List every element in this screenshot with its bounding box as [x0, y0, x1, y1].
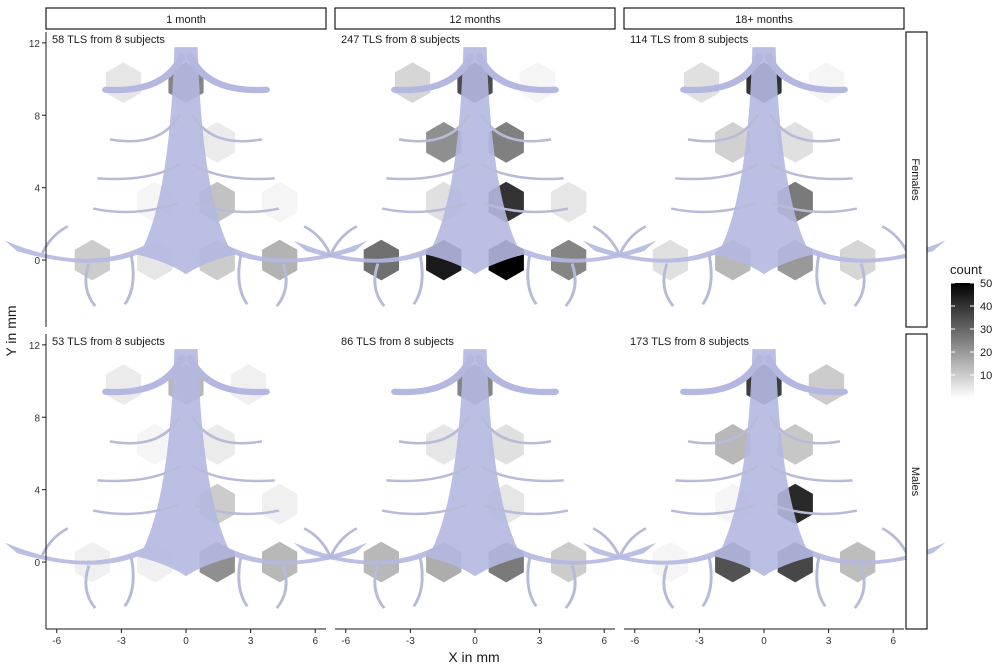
vessel-overlay — [293, 349, 656, 608]
hex-bin — [808, 62, 845, 103]
row-strip-label: Males — [909, 467, 921, 497]
x-tick-label: 6 — [312, 636, 318, 647]
x-tick-label: 6 — [890, 636, 896, 647]
panel-annotation: 173 TLS from 8 subjects — [630, 336, 750, 348]
panel-annotation: 58 TLS from 8 subjects — [52, 34, 165, 46]
x-axis-title: X in mm — [448, 649, 499, 665]
col-strip-label: 1 month — [166, 14, 206, 26]
panel-annotation: 86 TLS from 8 subjects — [341, 336, 454, 348]
x-tick-label: 0 — [183, 636, 189, 647]
legend-tick-label: 20 — [980, 347, 992, 359]
y-tick-label: 0 — [34, 256, 40, 267]
col-strip-label: 18+ months — [735, 14, 793, 26]
vessel-overlay — [4, 47, 367, 306]
col-strip: 12 months — [334, 7, 616, 30]
y-tick-label: 4 — [34, 184, 40, 195]
x-tick-label: 6 — [601, 636, 607, 647]
y-tick-label: 12 — [29, 39, 41, 50]
x-tick-label: -6 — [630, 636, 639, 647]
vessel-overlay — [582, 47, 945, 306]
col-strip: 18+ months — [623, 7, 905, 30]
legend-tick-label: 10 — [980, 370, 992, 382]
x-tick-label: -3 — [406, 636, 415, 647]
row-strip-label: Females — [909, 158, 921, 201]
y-axis-title: Y in mm — [3, 305, 19, 356]
vessel-overlay — [4, 349, 367, 608]
hex-bin — [105, 364, 142, 405]
legend: count 10 20 30 40 50 — [950, 262, 992, 398]
legend-tick-label: 50 — [980, 278, 992, 290]
row-strip: Males — [905, 333, 928, 630]
y-tick-label: 0 — [34, 558, 40, 569]
hex-bin — [551, 181, 587, 223]
hex-bin — [808, 364, 845, 405]
hex-bin — [105, 62, 142, 103]
hex-bin — [262, 181, 298, 223]
y-tick-label: 12 — [29, 341, 41, 352]
x-tick-label: -3 — [695, 636, 704, 647]
col-strip-label: 12 months — [449, 14, 501, 26]
panel-females-1-month: 58 TLS from 8 subjects — [4, 34, 367, 306]
col-strip: 1 month — [45, 7, 327, 30]
row-strip: Females — [905, 31, 928, 328]
x-tick-label: 3 — [826, 636, 832, 647]
panel-annotation: 53 TLS from 8 subjects — [52, 336, 165, 348]
vessel-overlay — [582, 349, 945, 608]
x-tick-label: -6 — [52, 636, 61, 647]
panel-annotation: 114 TLS from 8 subjects — [630, 34, 749, 46]
legend-colorbar — [951, 283, 974, 398]
panel-males-1-month: 53 TLS from 8 subjects — [4, 336, 367, 608]
hex-bin — [519, 62, 556, 103]
panel-males-12-months: 86 TLS from 8 subjects — [293, 336, 656, 608]
vessel-overlay — [293, 47, 656, 306]
legend-title: count — [950, 262, 982, 277]
x-tick-label: 0 — [472, 636, 478, 647]
y-tick-label: 4 — [34, 486, 40, 497]
panel-males-18-months: 173 TLS from 8 subjects — [582, 336, 945, 608]
x-tick-label: -3 — [117, 636, 126, 647]
x-tick-label: 0 — [761, 636, 767, 647]
y-tick-label: 8 — [34, 111, 40, 122]
hex-bin — [394, 62, 431, 103]
legend-tick-label: 40 — [980, 301, 992, 313]
hex-bin — [683, 62, 720, 103]
panel-females-18-months: 114 TLS from 8 subjects — [582, 34, 945, 306]
panel-females-12-months: 247 TLS from 8 subjects — [293, 34, 656, 306]
x-tick-label: 3 — [537, 636, 543, 647]
panel-annotation: 247 TLS from 8 subjects — [341, 34, 461, 46]
y-tick-label: 8 — [34, 413, 40, 424]
x-tick-label: -6 — [341, 636, 350, 647]
hex-bin — [230, 364, 267, 405]
x-tick-label: 3 — [248, 636, 254, 647]
legend-tick-label: 30 — [980, 324, 992, 336]
hex-bin — [262, 483, 298, 525]
